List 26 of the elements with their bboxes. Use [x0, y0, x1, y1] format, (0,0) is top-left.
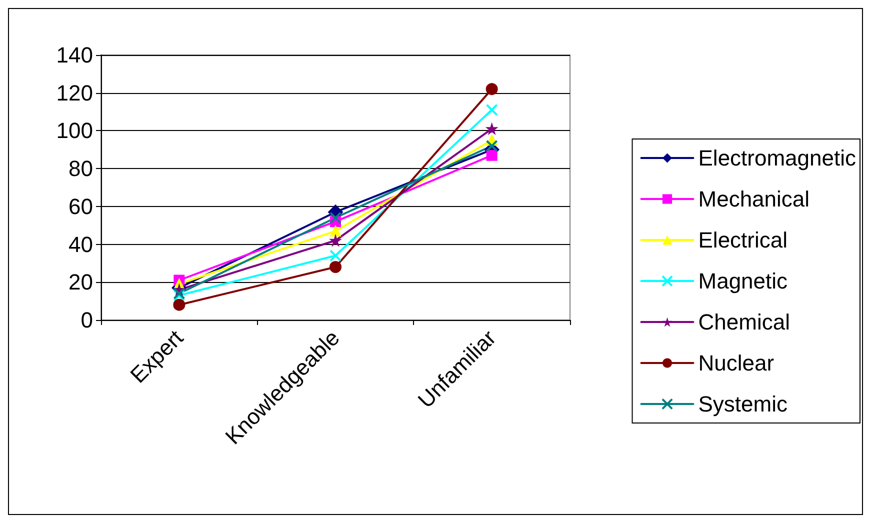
y-tick-label: 120	[56, 80, 93, 106]
y-tick-label: 20	[68, 270, 93, 295]
point	[330, 212, 342, 224]
point	[486, 104, 498, 116]
y-tick-label: 100	[56, 118, 93, 144]
legend-label: Chemical	[698, 310, 790, 334]
point	[330, 261, 342, 273]
legend-label: Electrical	[698, 228, 788, 252]
point	[486, 83, 498, 96]
point	[330, 226, 341, 237]
y-tick-label: 140	[56, 42, 93, 68]
point	[330, 235, 341, 246]
legend-label: Nuclear	[698, 350, 774, 376]
point	[486, 140, 498, 152]
point	[173, 298, 186, 311]
y-tick-label: 0	[80, 308, 93, 332]
legend-label: Magnetic	[698, 268, 788, 294]
y-tick-label: 40	[68, 232, 93, 257]
legend-label: Mechanical	[698, 186, 810, 212]
point	[330, 250, 342, 262]
point	[486, 150, 498, 161]
point	[486, 123, 498, 134]
y-tick-label: 60	[68, 194, 93, 219]
y-tick-label: 80	[68, 156, 93, 182]
legend-label: Electromagnetic	[698, 146, 856, 170]
legend-label: Systemic	[698, 392, 788, 416]
